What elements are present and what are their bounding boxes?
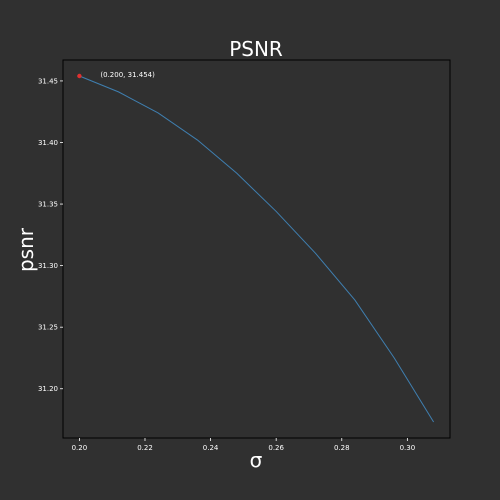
- psnr-series-line: [79, 75, 435, 423]
- x-tick-label: 0.28: [334, 444, 350, 452]
- highlight-label: (0.200, 31.454): [100, 71, 155, 79]
- x-tick-label: 0.30: [400, 444, 416, 452]
- x-tick-label: 0.22: [137, 444, 153, 452]
- axis-ticks: 0.20 0.22 0.24 0.26 0.28 0.30 31.20 31.25 31.30 3…: [38, 77, 415, 452]
- chart-title: PSNR: [229, 37, 283, 61]
- y-tick-label: 31.30: [38, 262, 58, 270]
- x-axis-label: σ: [250, 448, 263, 472]
- series-layer: [79, 75, 435, 423]
- y-tick-label: 31.45: [38, 77, 58, 85]
- y-tick-label: 31.40: [38, 139, 58, 147]
- y-tick-label: 31.20: [38, 385, 58, 393]
- plot-area: [62, 59, 451, 439]
- y-tick-label: 31.25: [38, 324, 58, 332]
- y-tick-label: 31.35: [38, 201, 58, 209]
- x-tick-label: 0.20: [72, 444, 88, 452]
- highlight-point: [77, 73, 82, 79]
- y-axis-label: psnr: [14, 227, 38, 272]
- x-tick-label: 0.24: [203, 444, 219, 452]
- x-tick-label: 0.26: [268, 444, 284, 452]
- annotation-layer: (0.200, 31.454): [77, 71, 155, 79]
